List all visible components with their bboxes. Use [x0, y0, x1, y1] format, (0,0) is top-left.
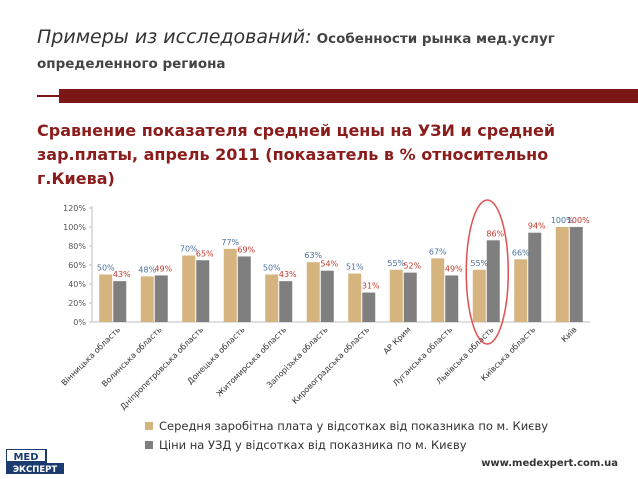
- legend-item-1: Середня заробітна плата у відсотках від …: [145, 416, 548, 435]
- header-italic: Примеры из исследований:: [37, 26, 312, 48]
- medexpert-logo: MED ЭКСПЕРТ: [6, 449, 64, 475]
- logo-top-text: MED: [13, 452, 38, 463]
- bar-ultrasound: [528, 232, 542, 322]
- bar-salary: [265, 274, 279, 322]
- category-label: Дніпропетровська область: [119, 325, 206, 412]
- data-label-ultrasound: 52%: [403, 262, 421, 271]
- data-label-salary: 67%: [429, 247, 447, 256]
- category-label: Кировоградська область: [290, 325, 371, 406]
- bar-ultrasound: [154, 275, 168, 322]
- data-label-salary: 55%: [387, 259, 405, 268]
- legend-label-2: Ціни на УЗД у відсотках від показника по…: [159, 437, 467, 452]
- chart-subtitle: Сравнение показателя средней цены на УЗИ…: [37, 119, 597, 191]
- data-label-salary: 50%: [97, 264, 115, 273]
- data-label-salary: 77%: [221, 238, 239, 247]
- bar-ultrasound: [362, 292, 376, 322]
- y-tick-label: 0%: [73, 318, 86, 327]
- data-label-ultrasound: 54%: [320, 260, 338, 269]
- data-label-ultrasound: 43%: [279, 270, 297, 279]
- subtitle-line-1: Сравнение показателя средней цены на УЗИ…: [37, 121, 556, 140]
- category-label: АР Крим: [382, 325, 413, 356]
- y-tick-label: 20%: [68, 299, 86, 308]
- bar-ultrasound: [196, 260, 210, 322]
- bar-salary: [99, 274, 113, 322]
- highlight-ellipse: [465, 199, 509, 345]
- data-label-ultrasound: 49%: [445, 264, 463, 273]
- bar-ultrasound: [113, 281, 127, 322]
- bar-salary: [348, 273, 362, 322]
- data-label-salary: 70%: [180, 245, 198, 254]
- data-label-salary: 66%: [512, 248, 530, 257]
- bar-salary: [182, 255, 196, 322]
- bar-salary: [306, 262, 320, 322]
- bar-salary: [555, 227, 569, 322]
- legend: Середня заробітна плата у відсотках від …: [145, 416, 548, 454]
- logo-band: [6, 463, 64, 474]
- data-label-salary: 100%: [551, 216, 574, 225]
- data-label-ultrasound: 86%: [486, 229, 504, 238]
- subtitle-line-3: г.Киева): [37, 169, 115, 188]
- y-tick-label: 120%: [63, 204, 86, 213]
- legend-label-1: Середня заробітна плата у відсотках від …: [159, 418, 549, 433]
- header-bold: Особенности рынка мед.услуг: [316, 31, 555, 47]
- header: Примеры из исследований: Особенности рын…: [37, 26, 597, 76]
- bar-ultrasound: [279, 281, 293, 322]
- category-label: Київ: [560, 325, 579, 344]
- footer-url[interactable]: www.medexpert.com.ua: [481, 458, 618, 469]
- bar-salary: [514, 259, 528, 322]
- data-label-salary: 51%: [346, 263, 364, 272]
- data-label-ultrasound: 31%: [362, 282, 380, 291]
- y-tick-label: 100%: [63, 223, 86, 232]
- bar-ultrasound: [486, 240, 500, 322]
- data-label-ultrasound: 49%: [154, 264, 172, 273]
- bar-salary: [431, 258, 445, 322]
- legend-swatch-1: [145, 421, 153, 430]
- data-label-ultrasound: 69%: [237, 245, 255, 254]
- subtitle-line-2: зар.платы, апрель 2011 (показатель в % о…: [37, 145, 549, 164]
- data-label-ultrasound: 100%: [567, 216, 590, 225]
- data-label-ultrasound: 65%: [196, 249, 214, 258]
- data-label-salary: 50%: [263, 264, 281, 273]
- bar-ultrasound: [237, 256, 251, 322]
- category-label: Житомирська область: [215, 325, 289, 399]
- bar-salary: [472, 269, 486, 322]
- logo-bottom-text: ЭКСПЕРТ: [13, 465, 58, 475]
- y-tick-label: 80%: [68, 242, 86, 251]
- bar-ultrasound: [569, 227, 583, 322]
- bar-ultrasound: [320, 270, 334, 322]
- data-label-salary: 63%: [304, 251, 322, 260]
- header-bar: [59, 89, 638, 103]
- y-tick-label: 60%: [68, 261, 86, 270]
- data-label-ultrasound: 43%: [113, 270, 131, 279]
- data-label-salary: 55%: [470, 259, 488, 268]
- logo-frame: [6, 449, 47, 463]
- data-label-salary: 48%: [138, 265, 156, 274]
- bar-ultrasound: [403, 272, 417, 322]
- header-line2: определенного региона: [37, 56, 226, 72]
- bar-ultrasound: [445, 275, 459, 322]
- bar-salary: [223, 248, 237, 322]
- bar-salary: [389, 269, 403, 322]
- legend-swatch-2: [145, 440, 153, 449]
- header-rule: [37, 95, 59, 97]
- bar-salary: [140, 276, 154, 322]
- legend-item-2: Ціни на УЗД у відсотках від показника по…: [145, 435, 548, 454]
- data-label-ultrasound: 94%: [528, 222, 546, 231]
- y-tick-label: 40%: [68, 280, 86, 289]
